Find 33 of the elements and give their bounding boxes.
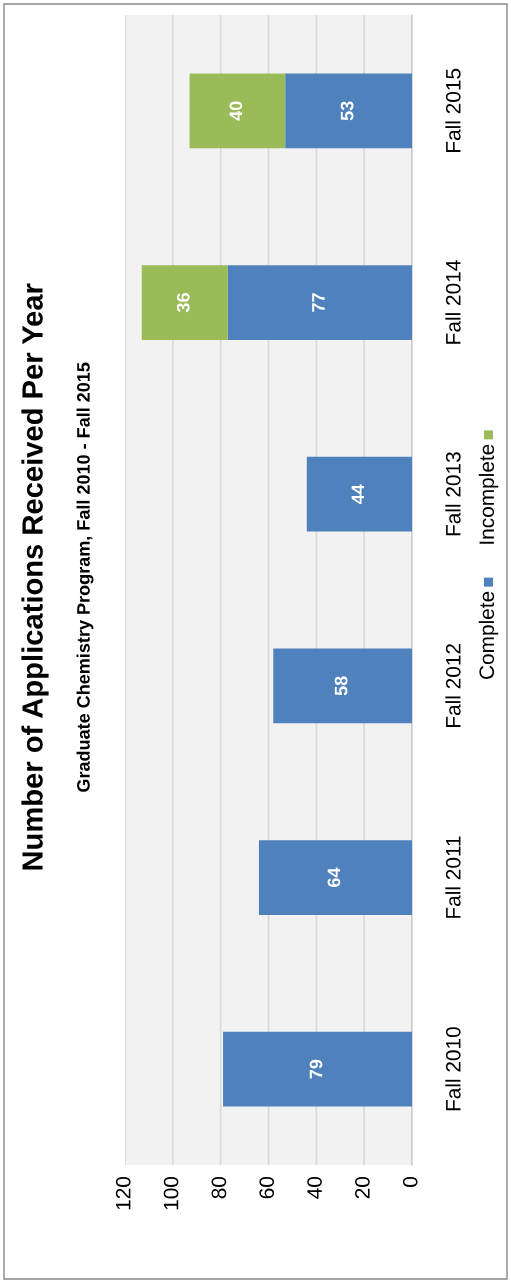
data-label: 58 bbox=[334, 676, 348, 696]
y-tick-label: Fall 2013 bbox=[445, 452, 461, 536]
x-tick-label: 120 bbox=[115, 1176, 131, 1210]
text: Graduate Chemistry Program, Fall 2010 - Fall 2015 bbox=[76, 362, 94, 792]
y-tick-label: Fall 2011 bbox=[445, 836, 461, 918]
text: Number of Applications Received Per Year bbox=[21, 283, 49, 870]
data-label: 79 bbox=[309, 1059, 323, 1079]
bar bbox=[285, 73, 412, 149]
bar bbox=[273, 648, 412, 724]
bar bbox=[189, 73, 286, 149]
x-tick-label: 0 bbox=[402, 1176, 418, 1187]
data-label: 53 bbox=[340, 101, 354, 121]
x-tick-label: 20 bbox=[355, 1176, 370, 1199]
data-label: 44 bbox=[351, 484, 365, 504]
x-tick-label: 40 bbox=[307, 1176, 322, 1199]
y-tick-label: Fall 2015 bbox=[445, 68, 461, 152]
data-label: 77 bbox=[312, 293, 325, 312]
bar bbox=[141, 265, 228, 340]
bar bbox=[227, 265, 412, 340]
legend-label: Complete bbox=[478, 591, 499, 679]
data-label: 40 bbox=[229, 101, 243, 121]
bar bbox=[306, 456, 412, 532]
bar bbox=[258, 840, 412, 915]
data-label: 64 bbox=[327, 867, 341, 887]
y-tick-label: Fall 2010 bbox=[445, 1027, 461, 1111]
y-tick-label: Fall 2012 bbox=[445, 644, 461, 727]
x-tick-label: 60 bbox=[259, 1176, 275, 1199]
legend-label: Incomplete bbox=[478, 444, 499, 544]
data-label: 36 bbox=[176, 293, 190, 313]
x-tick-label: 100 bbox=[163, 1176, 179, 1210]
x-tick-label: 80 bbox=[211, 1176, 227, 1199]
y-tick-label: Fall 2014 bbox=[445, 260, 461, 344]
bar bbox=[223, 1031, 412, 1107]
